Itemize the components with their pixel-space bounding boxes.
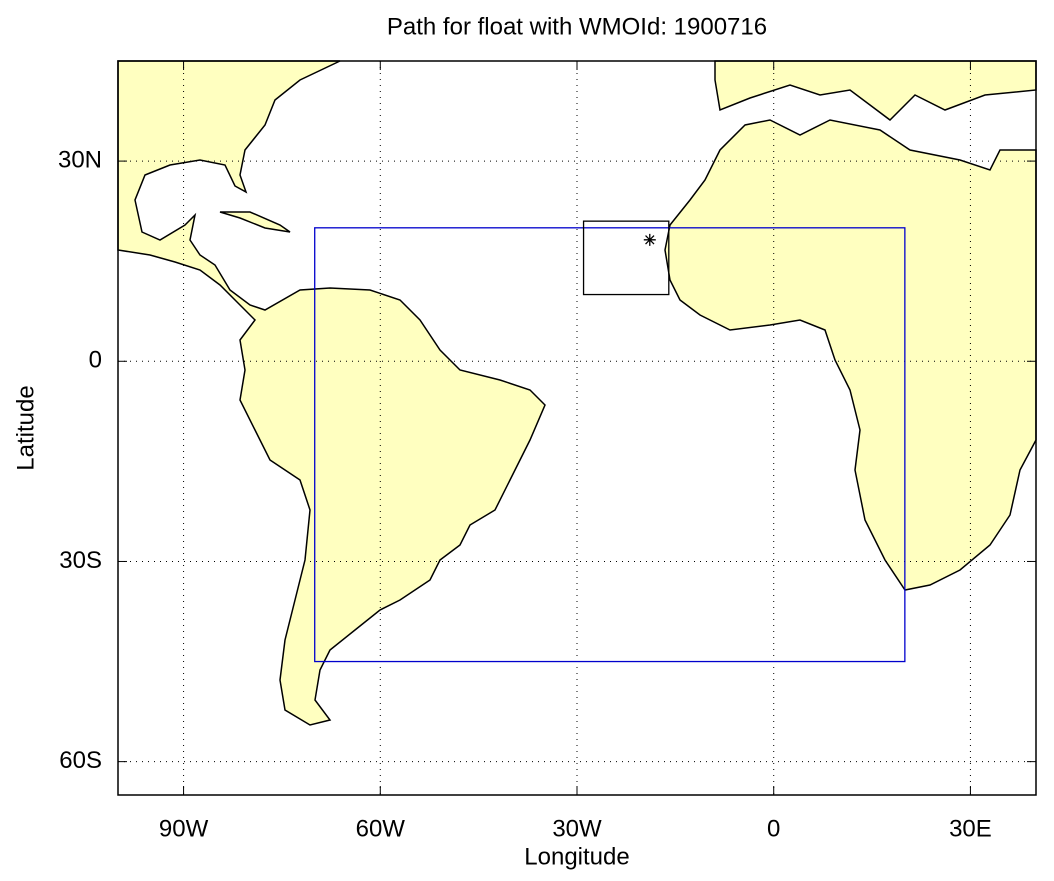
region-box	[582, 220, 670, 296]
land	[117, 60, 1037, 726]
africa	[664, 119, 1037, 591]
region-box	[314, 227, 906, 663]
y-tick-label: 30N	[58, 146, 102, 173]
x-tick-label: 30E	[949, 815, 992, 842]
americas	[117, 60, 546, 726]
x-tick-label: 30W	[552, 815, 602, 842]
x-axis-label: Longitude	[524, 843, 629, 870]
float-position	[643, 233, 656, 246]
x-tick-label: 90W	[159, 815, 209, 842]
y-axis-label: Latitude	[12, 385, 39, 470]
x-tick-label: 0	[767, 815, 780, 842]
europe	[714, 60, 1037, 121]
chart-title: Path for float with WMOId: 1900716	[387, 13, 767, 40]
y-tick-label: 0	[89, 347, 102, 374]
cuba	[219, 211, 291, 233]
x-tick-label: 60W	[356, 815, 406, 842]
y-tick-label: 30S	[59, 547, 102, 574]
y-tick-label: 60S	[59, 747, 102, 774]
